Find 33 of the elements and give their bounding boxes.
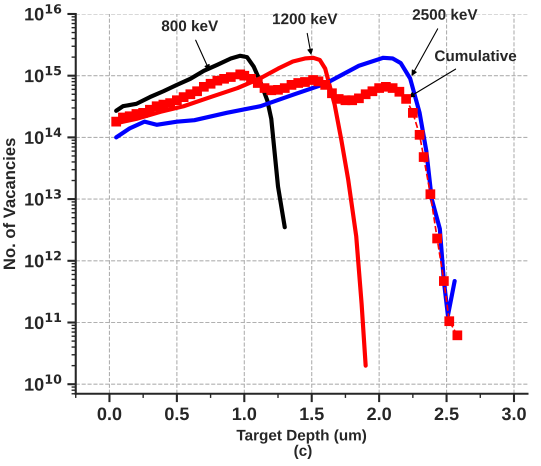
x-axis-title: Target Depth (um): [236, 429, 366, 444]
point: [444, 316, 454, 326]
x-tick-label: 0.0: [98, 407, 122, 420]
y-tick-label: 10$^{13}$: [25, 189, 61, 206]
y-axis-title: No. of Vacancies: [2, 138, 16, 269]
text: (c): [294, 444, 312, 460]
point: [452, 330, 462, 340]
point: [401, 94, 411, 104]
y-tick-label: 10$^{14}$: [25, 128, 62, 144]
point: [414, 130, 424, 140]
annotation: Cumulative: [435, 50, 516, 62]
line-series: [114, 54, 287, 230]
y-tick-label: 10$^{10}$: [25, 374, 62, 391]
y-tick-label: 10$^{15}$: [25, 66, 62, 82]
x-tick-label: 0.5: [165, 407, 189, 420]
point: [418, 152, 429, 162]
annotation: 800 keV: [162, 20, 218, 32]
point: [432, 234, 442, 244]
annotation: 1200 keV: [273, 12, 338, 24]
annotation: 2500 keV: [412, 8, 478, 20]
x-tick-label: 1.0: [232, 407, 256, 420]
y-tick-label: 10$^{16}$: [25, 4, 62, 21]
x-tick-label: 2.0: [367, 407, 391, 420]
point: [408, 108, 418, 118]
point: [320, 80, 330, 90]
point: [439, 276, 449, 286]
point: [226, 72, 236, 82]
y-tick-label: 10$^{12}$: [25, 250, 61, 268]
point: [426, 189, 436, 200]
x-tick-label: 1.5: [300, 408, 324, 420]
x-tick-label: 3.0: [502, 407, 526, 420]
y-tick-label: 10$^{11}$: [25, 312, 62, 330]
x-tick-label: 2.5: [434, 407, 459, 420]
